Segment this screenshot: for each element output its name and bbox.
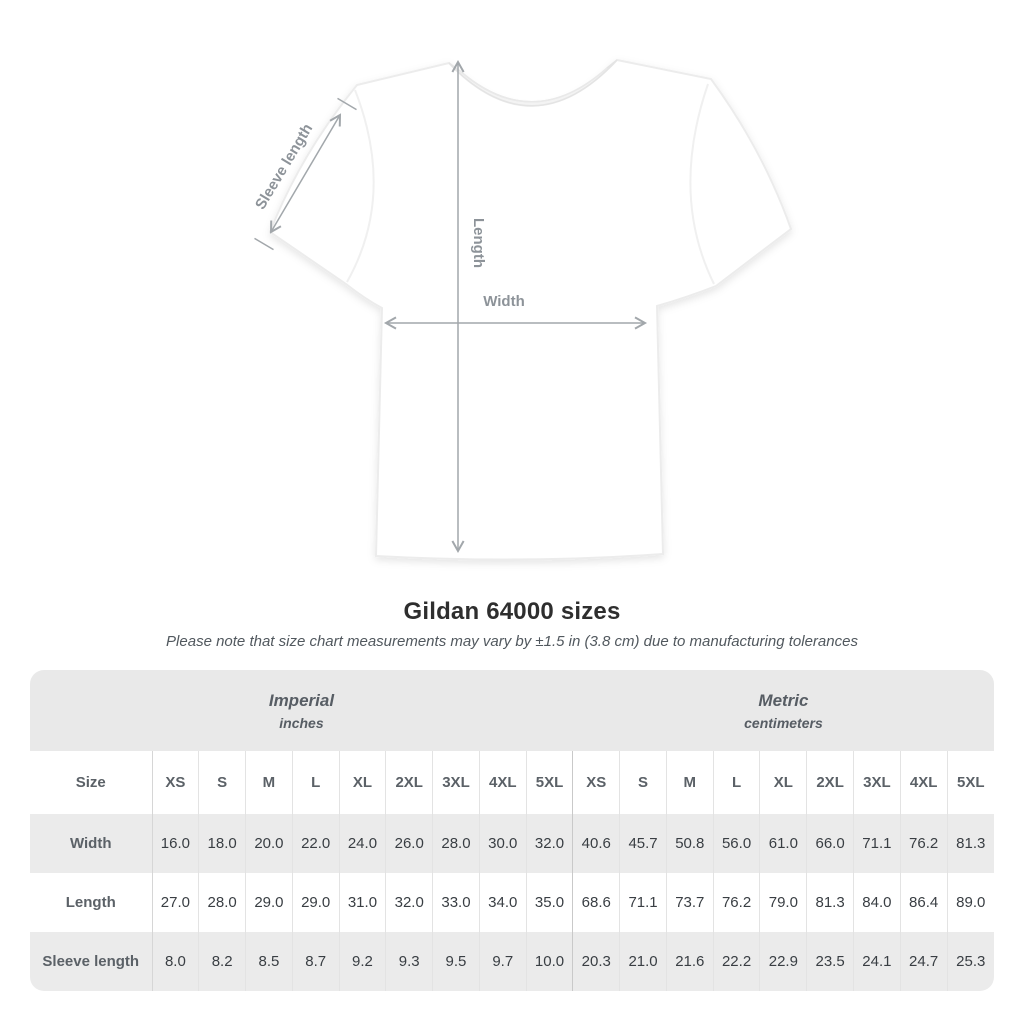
size-column-header: XL bbox=[338, 751, 386, 814]
value-cell: 73.7 bbox=[665, 873, 714, 932]
value-cell: 28.0 bbox=[432, 814, 480, 873]
metric-label: Metric bbox=[758, 690, 809, 710]
value-cell: 18.0 bbox=[198, 814, 246, 873]
value-cell: 34.0 bbox=[478, 873, 527, 932]
size-column-header: XS bbox=[151, 751, 199, 814]
value-cell: 21.0 bbox=[619, 932, 667, 991]
value-cell: 28.0 bbox=[198, 873, 246, 932]
table-body: Width 16.0 18.0 20.0 22.0 24.0 26.0 28.0 30.0 32.… bbox=[30, 814, 994, 991]
value-cell: 30.0 bbox=[478, 814, 527, 873]
value-cell: 9.3 bbox=[385, 932, 433, 991]
row-label: Width bbox=[69, 835, 112, 852]
value-cell: 81.3 bbox=[806, 873, 854, 932]
metric-section-header: Metric centimeters bbox=[572, 670, 994, 751]
value-cell: 24.7 bbox=[899, 932, 948, 991]
value-cell: 8.5 bbox=[245, 932, 293, 991]
value-cell: 89.0 bbox=[946, 873, 994, 932]
tshirt-svg: Sleeve length Length Width bbox=[252, 58, 793, 561]
value-cell: 68.6 bbox=[572, 873, 620, 932]
size-column-header: 5XL bbox=[946, 751, 994, 814]
size-column-header: 3XL bbox=[852, 751, 901, 814]
value-cell: 50.8 bbox=[665, 814, 714, 873]
row-label: Length bbox=[65, 894, 116, 911]
value-cell: 8.0 bbox=[151, 932, 199, 991]
metric-unit: centimeters bbox=[744, 714, 823, 731]
size-column-header: L bbox=[712, 751, 760, 814]
value-cell: 33.0 bbox=[432, 873, 480, 932]
value-cell: 10.0 bbox=[525, 932, 573, 991]
row-label: Sleeve length bbox=[42, 953, 140, 970]
value-cell: 29.0 bbox=[291, 873, 340, 932]
units-band-row: Imperial inches Metric centimeters bbox=[30, 670, 994, 751]
sleeve-length-arrow bbox=[269, 113, 342, 234]
value-cell: 71.1 bbox=[852, 814, 901, 873]
value-cell: 20.3 bbox=[572, 932, 620, 991]
value-cell: 8.2 bbox=[198, 932, 246, 991]
value-cell: 84.0 bbox=[852, 873, 901, 932]
size-column-header: M bbox=[665, 751, 714, 814]
value-cell: 8.7 bbox=[291, 932, 340, 991]
imperial-label: Imperial bbox=[268, 690, 335, 710]
value-cell: 31.0 bbox=[338, 873, 386, 932]
value-cell: 9.2 bbox=[338, 932, 386, 991]
size-column-header: XL bbox=[759, 751, 807, 814]
length-label: Length bbox=[470, 218, 487, 268]
size-column-header: M bbox=[245, 751, 293, 814]
value-cell: 20.0 bbox=[245, 814, 293, 873]
value-cell: 79.0 bbox=[759, 873, 807, 932]
value-cell: 76.2 bbox=[899, 814, 948, 873]
value-cell: 71.1 bbox=[619, 873, 667, 932]
value-cell: 56.0 bbox=[712, 814, 760, 873]
size-chart: Imperial inches Metric centimeters Size … bbox=[30, 670, 994, 991]
measurement-annotations bbox=[254, 59, 648, 554]
value-cell: 24.1 bbox=[852, 932, 901, 991]
page-title: Gildan 64000 sizes bbox=[403, 598, 621, 625]
value-cell: 26.0 bbox=[385, 814, 433, 873]
size-column-header: 2XL bbox=[385, 751, 433, 814]
value-cell: 23.5 bbox=[806, 932, 854, 991]
size-column-header: 4XL bbox=[478, 751, 527, 814]
value-cell: 32.0 bbox=[525, 814, 573, 873]
value-cell: 16.0 bbox=[151, 814, 199, 873]
value-cell: 66.0 bbox=[806, 814, 854, 873]
width-label: Width bbox=[483, 293, 525, 310]
value-cell: 22.0 bbox=[291, 814, 340, 873]
value-cell: 35.0 bbox=[525, 873, 573, 932]
value-cell: 81.3 bbox=[946, 814, 994, 873]
value-cell: 29.0 bbox=[245, 873, 293, 932]
value-cell: 21.6 bbox=[665, 932, 714, 991]
imperial-section-header: Imperial inches bbox=[30, 670, 573, 751]
value-cell: 76.2 bbox=[712, 873, 760, 932]
value-cell: 27.0 bbox=[151, 873, 199, 932]
size-column-header: 2XL bbox=[806, 751, 854, 814]
value-cell: 9.7 bbox=[478, 932, 527, 991]
size-column-header: 3XL bbox=[432, 751, 480, 814]
value-cell: 45.7 bbox=[619, 814, 667, 873]
size-columns-row: Size XS S M L XL 2XL 3XL 4XL 5XL XS S M L XL 2XL 3XL 4XL… bbox=[30, 751, 994, 814]
measurement-row: Width 16.0 18.0 20.0 22.0 24.0 26.0 28.0 30.0 32.… bbox=[30, 814, 994, 873]
size-chart-table: Imperial inches Metric centimeters Size … bbox=[30, 670, 994, 991]
measurement-row: Length 27.0 28.0 29.0 29.0 31.0 32.0 33.0 34.0 35… bbox=[30, 873, 994, 932]
value-cell: 25.3 bbox=[946, 932, 994, 991]
value-cell: 32.0 bbox=[385, 873, 433, 932]
value-cell: 24.0 bbox=[338, 814, 386, 873]
size-column-header: S bbox=[198, 751, 246, 814]
size-column-header: 5XL bbox=[525, 751, 573, 814]
imperial-unit: inches bbox=[279, 714, 324, 731]
measurement-row: Sleeve length 8.0 8.2 8.5 8.7 9.2 9.3 9.5 9.7 10.… bbox=[30, 932, 994, 991]
size-header: Size bbox=[75, 774, 106, 791]
size-column-header: S bbox=[619, 751, 667, 814]
tolerance-note: Please note that size chart measurements… bbox=[166, 633, 858, 650]
size-column-header: L bbox=[291, 751, 340, 814]
value-cell: 22.9 bbox=[759, 932, 807, 991]
value-cell: 22.2 bbox=[712, 932, 760, 991]
value-cell: 61.0 bbox=[759, 814, 807, 873]
value-cell: 9.5 bbox=[432, 932, 480, 991]
size-column-header: XS bbox=[572, 751, 620, 814]
value-cell: 40.6 bbox=[572, 814, 620, 873]
value-cell: 86.4 bbox=[899, 873, 948, 932]
tshirt-shape bbox=[268, 58, 793, 561]
tshirt-diagram: Sleeve length Length Width bbox=[252, 58, 793, 561]
size-column-header: 4XL bbox=[899, 751, 948, 814]
